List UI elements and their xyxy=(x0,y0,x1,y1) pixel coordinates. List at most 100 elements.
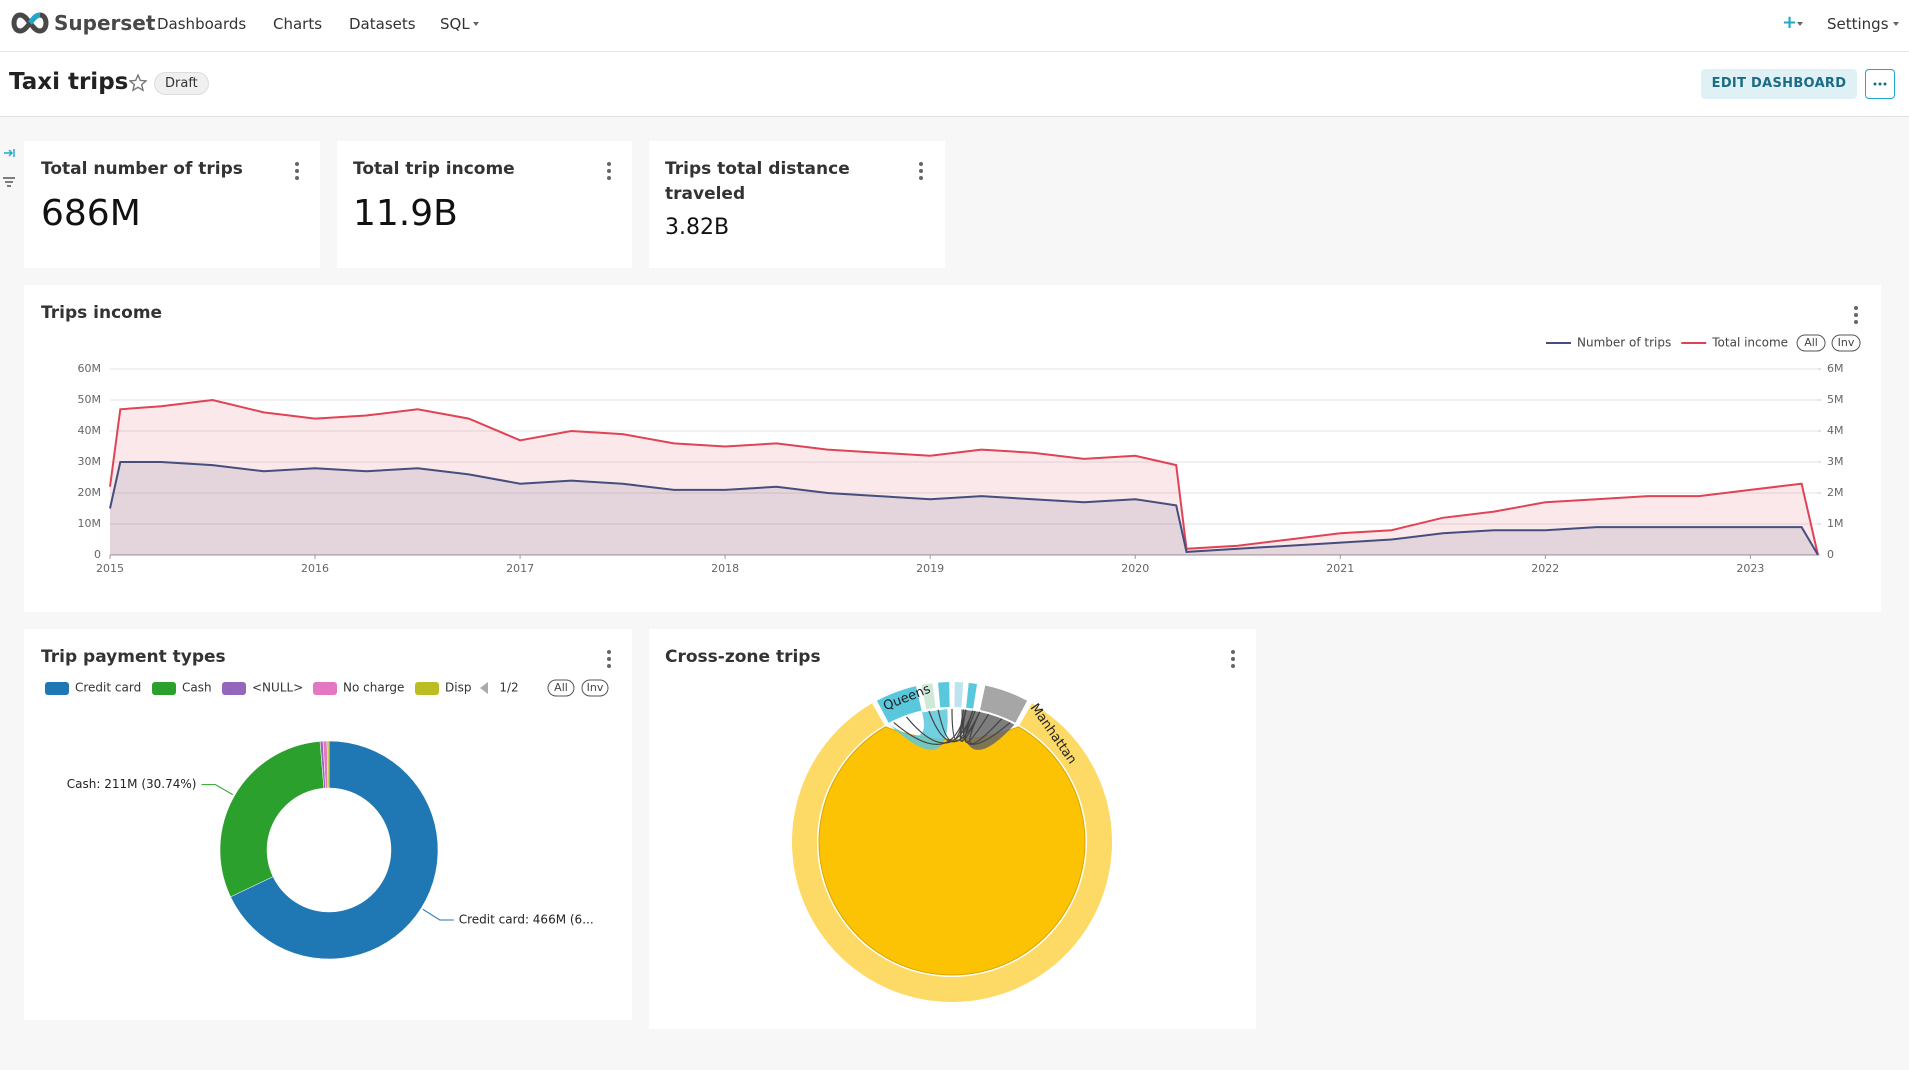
label-leader xyxy=(201,784,234,796)
series-area xyxy=(110,400,1818,555)
chart-title: Cross-zone trips xyxy=(665,647,821,667)
legend-button[interactable] xyxy=(547,679,575,697)
legend-label[interactable]: <NULL> xyxy=(252,681,303,695)
big-number-card: Trips total distance traveled 3.82B xyxy=(649,141,945,268)
legend-button-label[interactable]: Inv xyxy=(1838,336,1855,349)
group-arc[interactable] xyxy=(966,682,978,709)
y-tick-label: 40M xyxy=(78,424,102,437)
x-tick-label: 2019 xyxy=(916,562,944,575)
legend-prev-arrow[interactable] xyxy=(480,682,488,694)
x-tick-label: 2016 xyxy=(301,562,329,575)
more-button[interactable] xyxy=(1865,69,1895,99)
pie-slice[interactable] xyxy=(326,740,330,789)
group-arc[interactable] xyxy=(921,683,936,710)
legend-button-label[interactable]: All xyxy=(1804,336,1818,349)
y2-tick-label: 1M xyxy=(1827,517,1844,530)
card-title: Trips total distance traveled xyxy=(665,159,850,204)
x-tick-label: 2020 xyxy=(1121,562,1149,575)
legend-swatch[interactable] xyxy=(222,682,246,695)
series-line xyxy=(109,461,1819,556)
brand[interactable]: Superset xyxy=(54,11,156,35)
settings-menu[interactable]: Settings xyxy=(1827,15,1889,33)
y2-tick-label: 2M xyxy=(1827,486,1844,499)
y2-tick-label: 5M xyxy=(1827,393,1844,406)
dashboard-title[interactable]: Taxi trips xyxy=(9,69,129,95)
pie-slice[interactable] xyxy=(219,741,325,898)
legend-label[interactable]: Disp xyxy=(445,681,471,695)
legend-label[interactable]: Credit card xyxy=(75,681,141,695)
y-tick-label: 10M xyxy=(78,517,102,530)
chart-card: Trips income 0 10M 20M 30M 40M 50M 60M 0 1M 2M 3M 4… xyxy=(24,285,1881,612)
legend-swatch[interactable] xyxy=(45,682,69,695)
y2-tick-label: 4M xyxy=(1827,424,1844,437)
legend-button[interactable] xyxy=(1831,334,1861,352)
legend-page: 1/2 xyxy=(499,681,518,695)
group-arc[interactable] xyxy=(876,686,922,723)
group-arc[interactable] xyxy=(980,685,1028,723)
nav-link[interactable]: Dashboards xyxy=(157,15,247,33)
chart-title: Trips income xyxy=(41,303,162,323)
card-menu[interactable] xyxy=(295,162,299,183)
chord-line xyxy=(969,711,1003,745)
x-tick-label: 2017 xyxy=(506,562,534,575)
group-arc[interactable] xyxy=(938,682,950,708)
x-tick-label: 2023 xyxy=(1736,562,1764,575)
chart-title: Trip payment types xyxy=(41,647,226,667)
dashboard-header: Taxi trips Draft EDIT DASHBOARD xyxy=(0,52,1909,117)
ellipsis-icon xyxy=(1873,82,1887,86)
x-tick-label: 2021 xyxy=(1326,562,1354,575)
favorite-star[interactable] xyxy=(129,74,147,92)
edit-dashboard-button[interactable]: EDIT DASHBOARD xyxy=(1701,69,1857,99)
nav-link[interactable]: Charts xyxy=(273,15,323,33)
add-button[interactable]: + xyxy=(1782,12,1798,33)
pie-slice[interactable] xyxy=(230,740,439,960)
nav-link[interactable]: Datasets xyxy=(349,15,416,33)
nav-link[interactable]: SQL xyxy=(440,15,470,33)
legend-swatch[interactable] xyxy=(152,682,176,695)
filter-sidebar-icons[interactable] xyxy=(2,145,18,190)
y-tick-label: 30M xyxy=(78,455,102,468)
card-menu[interactable] xyxy=(607,162,611,183)
card-menu[interactable] xyxy=(1231,650,1235,671)
x-tick-label: 2015 xyxy=(96,562,124,575)
y2-tick-label: 6M xyxy=(1827,362,1844,375)
legend-label[interactable]: Total income xyxy=(1711,336,1788,350)
slice-label: Credit card: 466M (6... xyxy=(459,912,594,926)
y-tick-label: 50M xyxy=(78,393,102,406)
big-number-card: Total number of trips 686M xyxy=(24,141,320,268)
big-number-card: Total trip income 11.9B xyxy=(337,141,632,268)
big-number: 3.82B xyxy=(665,215,730,240)
y-tick-label: 20M xyxy=(78,486,102,499)
legend-button-label[interactable]: Inv xyxy=(587,681,604,694)
line-chart: Trips income 0 10M 20M 30M 40M 50M 60M 0 1M 2M 3M 4… xyxy=(41,303,1861,575)
legend-button-label[interactable]: All xyxy=(554,681,568,694)
group-arc[interactable] xyxy=(954,682,964,708)
caret xyxy=(473,22,479,26)
legend-label[interactable]: No charge xyxy=(343,681,404,695)
card-title: Total trip income xyxy=(353,159,515,179)
draft-badge: Draft xyxy=(154,72,209,95)
card-menu[interactable] xyxy=(1854,306,1858,327)
legend-swatch[interactable] xyxy=(313,682,337,695)
legend-swatch[interactable] xyxy=(415,682,439,695)
legend-label[interactable]: Number of trips xyxy=(1577,336,1671,350)
card-title: Total number of trips xyxy=(41,159,243,179)
caret xyxy=(1893,22,1899,26)
y-tick-label: 0 xyxy=(94,548,101,561)
y-tick-label: 60M xyxy=(78,362,102,375)
big-number: 11.9B xyxy=(353,193,458,234)
navbar: Superset Dashboards Charts Datasets SQL … xyxy=(0,0,1909,52)
card-menu[interactable] xyxy=(919,162,923,183)
series-line xyxy=(109,398,1819,556)
caret xyxy=(1797,22,1803,26)
logo-icon xyxy=(11,12,49,34)
legend-button[interactable] xyxy=(1796,334,1826,352)
card-menu[interactable] xyxy=(607,650,611,671)
label-leader xyxy=(422,908,454,921)
chord-line xyxy=(962,709,1011,745)
legend-button[interactable] xyxy=(581,679,609,697)
slice-label: Cash: 211M (30.74%) xyxy=(67,777,197,791)
legend-label[interactable]: Cash xyxy=(182,681,212,695)
